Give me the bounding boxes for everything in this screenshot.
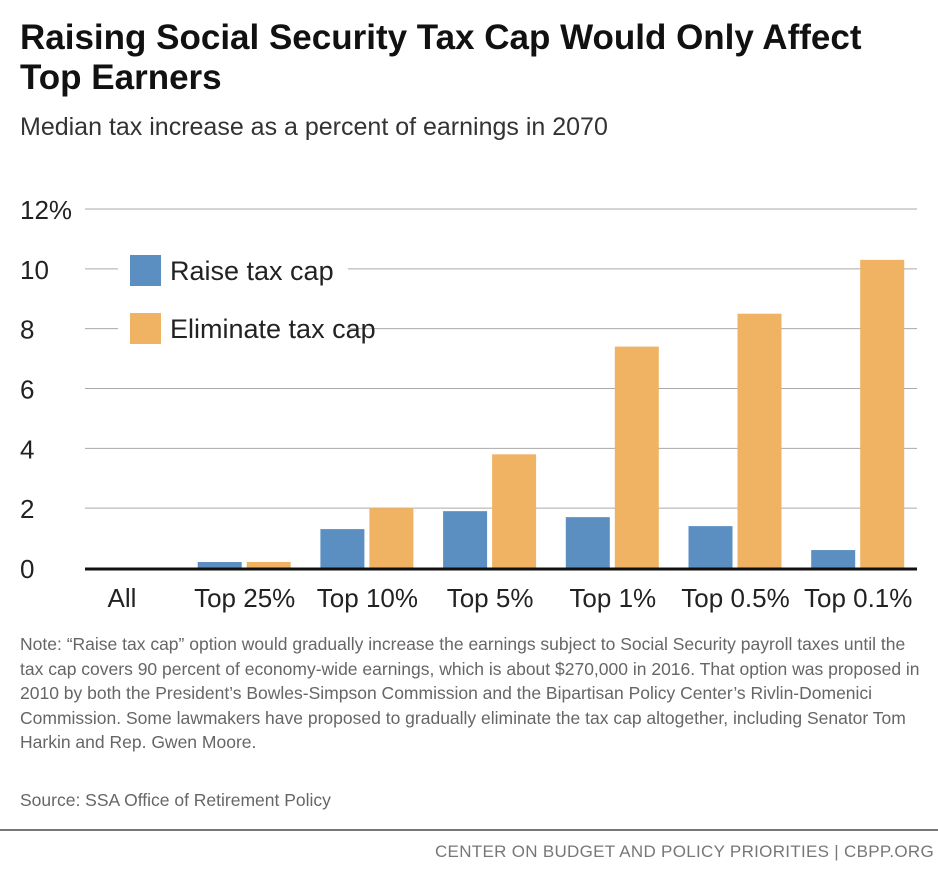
bar-raise	[811, 550, 856, 568]
bar-eliminate	[369, 508, 414, 568]
chart-note: Note: “Raise tax cap” option would gradu…	[20, 634, 920, 752]
chart-subtitle: Median tax increase as a percent of earn…	[20, 113, 608, 141]
y-tick-label: 6	[20, 375, 34, 405]
bar-eliminate	[614, 346, 659, 568]
chart-source: Source: SSA Office of Retirement Policy	[20, 790, 331, 810]
x-tick-label: Top 5%	[447, 583, 534, 613]
chart-title: Raising Social Security Tax Cap Would On…	[20, 18, 862, 97]
footer-divider	[0, 829, 938, 831]
y-tick-label: 8	[20, 315, 34, 345]
legend-label: Raise tax cap	[170, 256, 334, 286]
bar-chart: 0 2 4 6 8 10 12% All Top 25% Top 10% Top 5% Top 1% T…	[20, 195, 917, 613]
y-tick-label: 10	[20, 255, 49, 285]
bar-eliminate	[737, 313, 782, 568]
legend-swatch	[130, 313, 161, 344]
bar-raise	[197, 562, 242, 568]
bar-raise	[565, 517, 610, 568]
x-tick-label: All	[108, 583, 137, 613]
x-tick-label: Top 0.5%	[681, 583, 789, 613]
y-tick-label: 12%	[20, 195, 72, 225]
x-tick-label: Top 25%	[194, 583, 295, 613]
bar-eliminate	[492, 454, 537, 568]
bar-raise	[443, 511, 488, 568]
bar-eliminate	[246, 562, 291, 568]
y-tick-label: 0	[20, 554, 34, 584]
y-tick-label: 2	[20, 494, 34, 524]
x-tick-label: Top 1%	[569, 583, 656, 613]
x-tick-label: Top 10%	[317, 583, 418, 613]
bar-eliminate	[860, 259, 905, 568]
legend-label: Eliminate tax cap	[170, 314, 376, 344]
bar-raise	[320, 529, 365, 568]
bar-raise	[688, 526, 733, 568]
footer-credit: CENTER ON BUDGET AND POLICY PRIORITIES |…	[434, 842, 934, 861]
y-tick-label: 4	[20, 434, 34, 464]
x-tick-label: Top 0.1%	[804, 583, 912, 613]
legend-swatch	[130, 255, 161, 286]
